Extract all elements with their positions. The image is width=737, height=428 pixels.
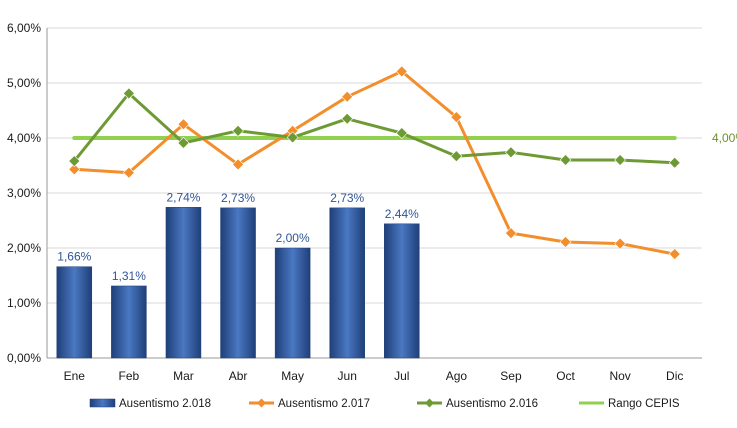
legend-swatch — [89, 398, 116, 408]
series-marker — [232, 158, 244, 171]
series-marker — [614, 237, 627, 250]
x-tick-label: Sep — [500, 369, 522, 383]
x-tick-label: Jun — [338, 369, 357, 383]
series-marker — [341, 112, 354, 125]
series-marker — [122, 87, 135, 100]
line-series: 4,00% — [68, 65, 737, 260]
x-tick-label: Mar — [173, 369, 194, 383]
series-line — [72, 69, 677, 256]
series-marker — [286, 131, 299, 144]
series-marker — [559, 154, 572, 166]
legend-marker — [425, 398, 434, 408]
series-marker — [395, 65, 408, 78]
series-marker — [232, 124, 244, 137]
legend-label: Rango CEPIS — [608, 398, 680, 410]
x-tick-label: Abr — [229, 369, 248, 383]
reference-line-label: 4,00% — [712, 131, 737, 145]
series-marker — [341, 90, 354, 103]
series-marker — [450, 111, 463, 124]
series-marker — [668, 156, 681, 169]
legend: Ausentismo 2.018 Ausentismo 2.017 Ausentis… — [89, 398, 680, 410]
series-marker — [614, 154, 627, 166]
legend-marker — [257, 398, 266, 408]
series-marker — [177, 118, 190, 131]
x-tick-label: Jul — [394, 369, 409, 383]
bar-data-label: 1,66% — [57, 250, 91, 264]
y-axis-ticks: 0,00% 1,00% 2,00% 3,00% 4,00% 5,00% 6,00% — [7, 21, 41, 365]
bar — [274, 247, 311, 359]
series-marker — [559, 236, 572, 248]
bar — [165, 207, 202, 359]
y-tick-label: 1,00% — [7, 296, 41, 310]
legend-label: Ausentismo 2.018 — [119, 398, 211, 410]
bar-data-label: 2,74% — [166, 190, 200, 204]
bar — [384, 223, 420, 359]
bar — [329, 207, 365, 359]
bar-series — [56, 207, 420, 359]
legend-label: Ausentismo 2.017 — [278, 398, 370, 410]
series-marker — [122, 166, 135, 179]
y-tick-label: 5,00% — [7, 76, 41, 90]
y-tick-label: 0,00% — [7, 351, 41, 365]
x-tick-label: May — [281, 369, 304, 383]
bar-data-label: 1,31% — [112, 269, 146, 283]
x-tick-label: Nov — [609, 369, 630, 383]
bar-data-label: 2,73% — [330, 191, 364, 205]
bar-data-label: 2,00% — [276, 231, 310, 245]
series-marker — [668, 248, 681, 260]
x-tick-label: Feb — [119, 369, 140, 383]
bar-data-label: 2,44% — [385, 207, 419, 221]
series-marker — [68, 163, 81, 176]
y-tick-label: 3,00% — [7, 186, 41, 200]
series-line — [72, 91, 677, 165]
y-tick-label: 4,00% — [7, 131, 41, 145]
legend-label: Ausentismo 2.016 — [446, 398, 538, 410]
series-marker — [505, 227, 517, 240]
bar — [220, 207, 256, 359]
series-marker — [68, 155, 81, 168]
x-tick-label: Oct — [556, 369, 575, 383]
series-marker — [177, 137, 190, 149]
x-tick-label: Ene — [64, 369, 86, 383]
series-marker — [450, 150, 463, 163]
x-tick-label: Dic — [666, 369, 683, 383]
bar — [111, 285, 147, 359]
series-marker — [395, 127, 408, 139]
x-tick-label: Ago — [446, 369, 468, 383]
x-axis-ticks: Ene Feb Mar Abr May Jun Jul Ago Sep Oct Nov Dic — [64, 369, 684, 383]
bar — [56, 266, 93, 359]
y-tick-label: 2,00% — [7, 241, 41, 255]
y-tick-label: 6,00% — [7, 21, 41, 35]
series-marker — [505, 146, 517, 159]
bar-data-labels: 1,66% 1,31% 2,74% 2,73% 2,00% 2,73% 2,44% — [57, 190, 419, 283]
bar-data-label: 2,73% — [221, 191, 255, 205]
